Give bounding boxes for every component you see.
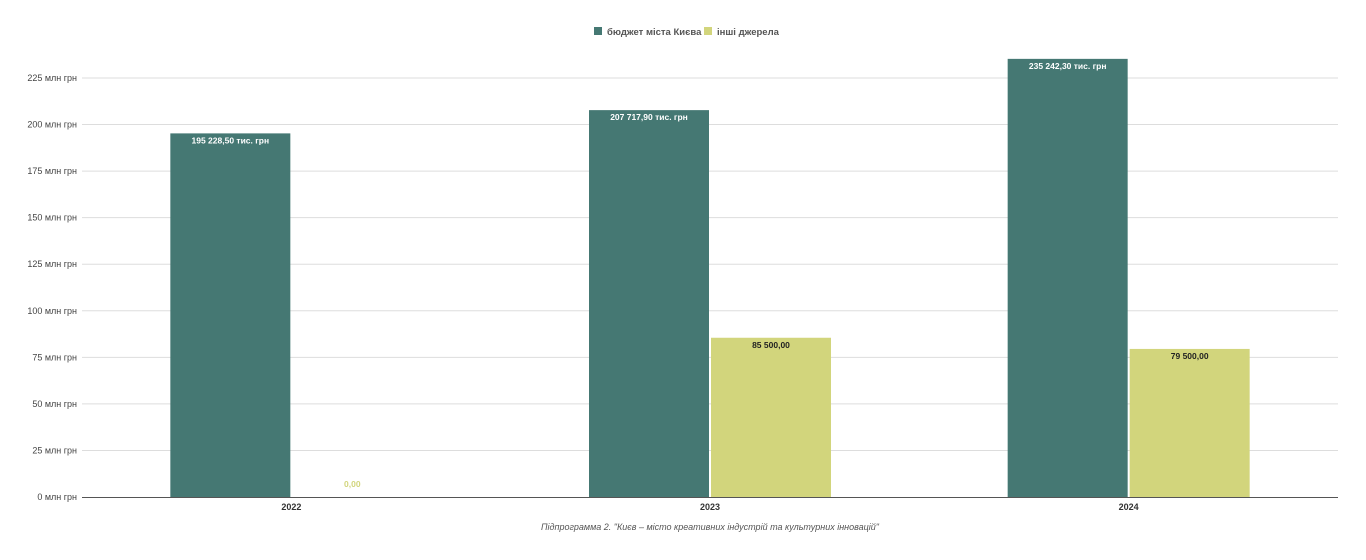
legend-swatch-1: [704, 27, 712, 35]
y-tick-label: 50 млн грн: [32, 399, 77, 409]
bar-2022-series-0: [170, 133, 291, 498]
bar-label-2023-series-1: 85 500,00: [752, 340, 790, 350]
bar-label-2023-series-0: 207 717,90 тис. грн: [610, 112, 688, 122]
x-axis-ticks: 2022 2023 2024: [281, 502, 1138, 512]
bar-2023-series-0: [589, 110, 709, 497]
y-tick-label: 75 млн грн: [32, 352, 77, 362]
legend-label-1: інші джерела: [717, 27, 780, 38]
legend-label-0: бюджет міста Києва: [607, 27, 702, 38]
y-tick-label: 25 млн грн: [32, 445, 77, 455]
y-tick-label: 0 млн грн: [37, 492, 77, 502]
bar-2023-series-1: [711, 337, 831, 497]
bar-label-2022-series-0: 195 228,50 тис. грн: [192, 135, 270, 145]
bar-2024-series-1: [1129, 348, 1250, 497]
y-tick-label: 100 млн грн: [27, 306, 77, 316]
x-tick-label: 2024: [1119, 502, 1139, 512]
grid-lines: [82, 77, 1338, 451]
y-tick-label: 200 млн грн: [27, 120, 77, 130]
y-axis-ticks: 0 млн грн 25 млн грн 50 млн грн 75 млн грн 1…: [27, 73, 77, 502]
x-tick-label: 2022: [281, 502, 301, 512]
legend-swatch-0: [594, 27, 602, 35]
bars: [170, 58, 1250, 498]
y-tick-label: 150 млн грн: [27, 213, 77, 223]
bar-label-2024-series-0: 235 242,30 тис. грн: [1029, 61, 1107, 71]
y-tick-label: 225 млн грн: [27, 73, 77, 83]
y-tick-label: 175 млн грн: [27, 166, 77, 176]
bar-data-labels: 195 228,50 тис. грн 0,00 207 717,90 тис. г…: [192, 61, 1209, 489]
bar-label-2024-series-1: 79 500,00: [1171, 351, 1209, 361]
chart-subtitle: Підпрограмма 2. "Києв – місто креативних…: [541, 522, 880, 532]
bar-2024-series-0: [1007, 58, 1128, 498]
bar-label-2022-series-1: 0,00: [344, 479, 361, 489]
chart-legend: бюджет міста Києва інші джерела: [594, 27, 780, 38]
x-tick-label: 2023: [700, 502, 720, 512]
y-tick-label: 125 млн грн: [27, 259, 77, 269]
